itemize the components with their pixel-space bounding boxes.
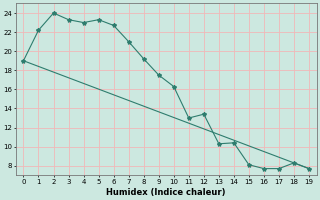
X-axis label: Humidex (Indice chaleur): Humidex (Indice chaleur) — [107, 188, 226, 197]
